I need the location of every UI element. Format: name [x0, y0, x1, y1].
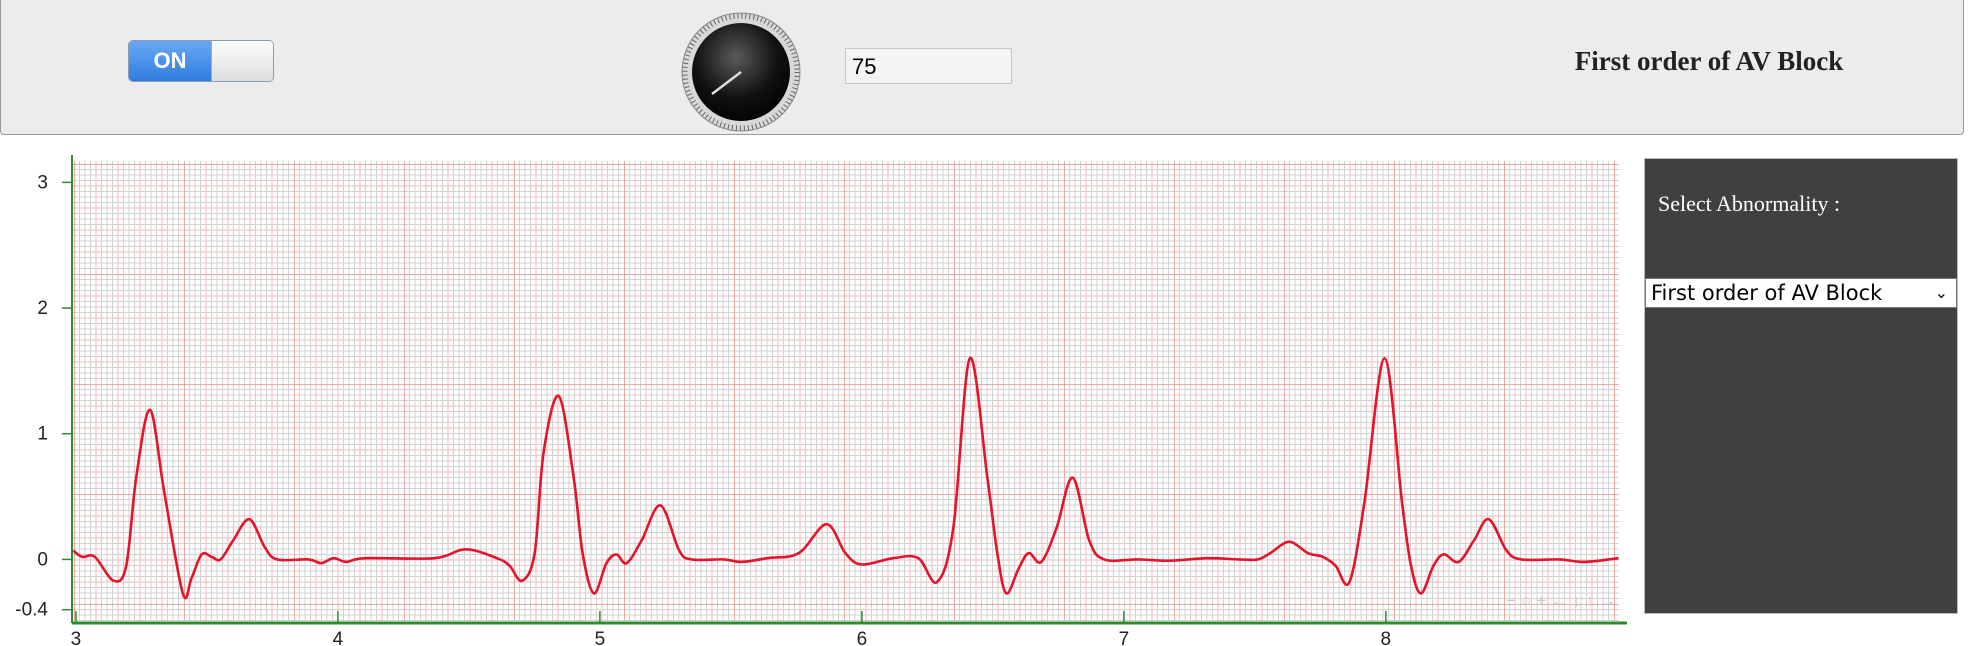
y-tick-label: 1 — [37, 424, 48, 445]
knob-pointer — [711, 71, 742, 95]
chart: − ○ + ← ↓ ↑ → 3 2 1 0 -0.4 3 4 5 6 7 8 — [15, 155, 1627, 646]
toggle-on: ON — [129, 41, 211, 81]
x-tick-label: 6 — [857, 629, 868, 646]
x-tick-label: 7 — [1119, 629, 1130, 646]
y-tick-label: 2 — [37, 298, 48, 319]
knob-scale — [682, 13, 800, 131]
power-toggle[interactable]: ON — [128, 40, 274, 82]
ecg-trace — [72, 356, 1619, 600]
top-panel: ON 75 First order of AV Block — [0, 0, 1964, 135]
abnormality-select[interactable]: First order of AV Block ⌄ — [1645, 278, 1957, 308]
y-tick-label: 3 — [37, 172, 48, 193]
select-label: Select Abnormality : — [1658, 191, 1841, 216]
x-tick-label: 4 — [333, 629, 344, 646]
ecg-grid — [72, 161, 1619, 621]
side-panel: Select Abnormality : First order of AV B… — [1644, 158, 1958, 614]
select-value: First order of AV Block — [1651, 281, 1883, 305]
rate-input[interactable]: 75 — [845, 48, 1012, 84]
x-tick-label: 8 — [1381, 629, 1392, 646]
toggle-off — [211, 41, 273, 81]
y-tick-label: 0 — [37, 549, 48, 570]
x-tick-label: 3 — [71, 629, 82, 646]
select-arrow: ⌄ — [1934, 283, 1948, 302]
y-tick-label: -0.4 — [15, 600, 48, 621]
x-tick-label: 5 — [595, 629, 606, 646]
page-title: First order of AV Block — [1574, 46, 1844, 76]
plot-controls[interactable]: − ○ + ← ↓ ↑ → — [1507, 591, 1616, 610]
rate-knob[interactable] — [677, 8, 805, 136]
